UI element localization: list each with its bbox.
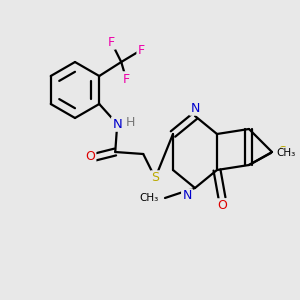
Text: N: N [112,118,122,130]
Text: S: S [151,172,159,184]
Text: F: F [108,35,115,49]
Text: N: N [190,101,200,115]
Text: S: S [278,146,286,158]
Text: H: H [126,116,135,128]
Text: O: O [85,151,95,164]
Text: F: F [138,44,145,56]
Text: CH₃: CH₃ [140,193,159,203]
Text: F: F [123,73,130,85]
Text: N: N [182,190,192,202]
Text: CH₃: CH₃ [276,148,295,158]
Text: O: O [217,200,227,212]
